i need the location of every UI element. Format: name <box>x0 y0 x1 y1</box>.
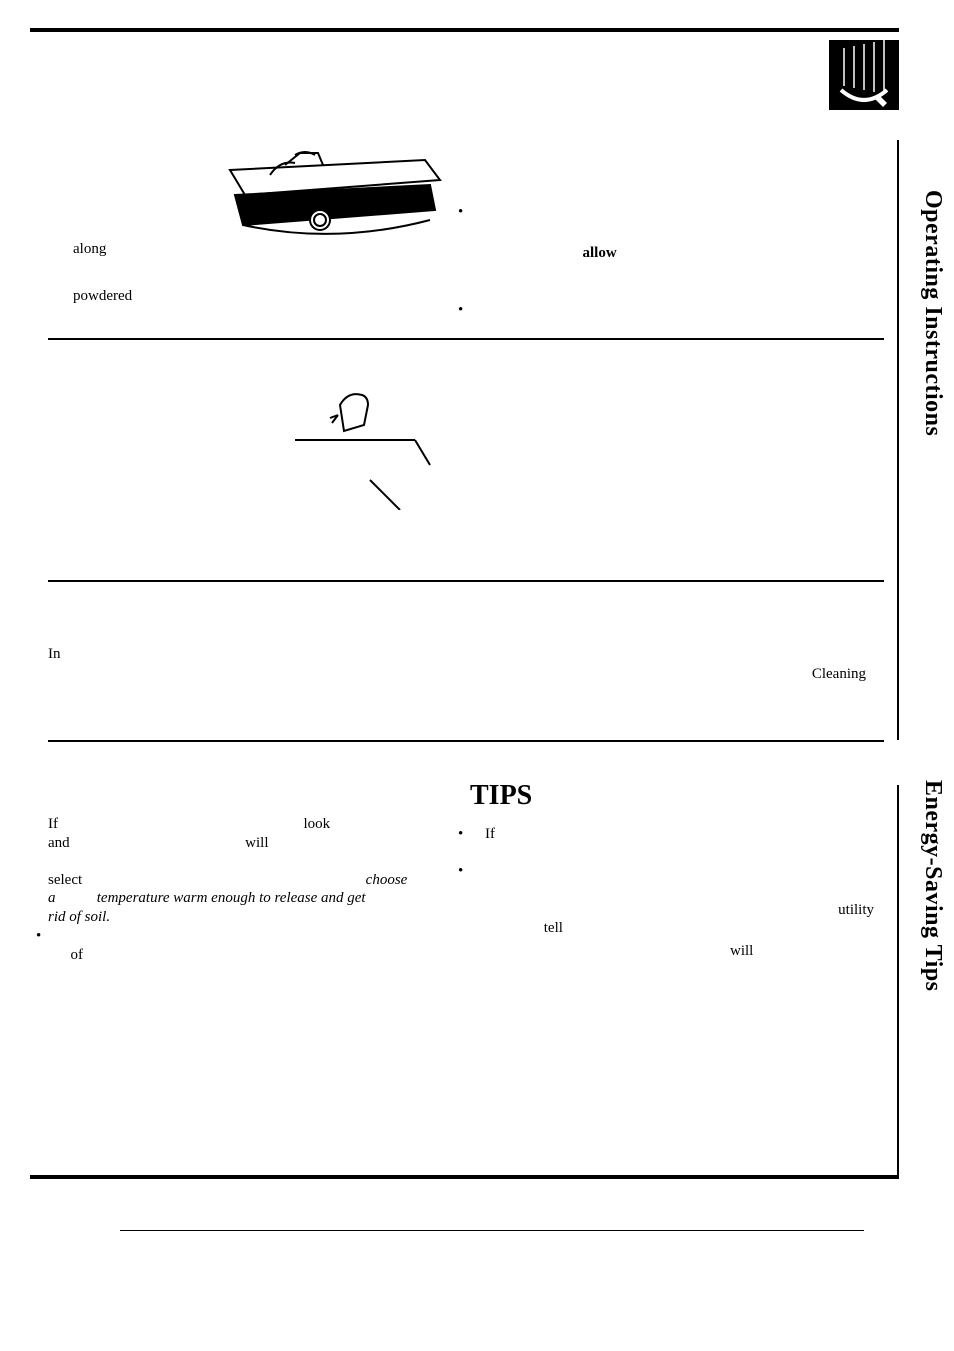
tips-line5: rid of soil. <box>48 908 458 927</box>
tips-heading: TIPS <box>470 780 532 812</box>
section-rule-2 <box>48 580 884 582</box>
brand-corner-icon <box>829 40 899 110</box>
fragment-cleaning: Cleaning <box>812 666 866 682</box>
side-tab-operating: Operating Instructions <box>919 190 946 436</box>
fragment-in: In <box>48 645 448 664</box>
tips-left-bullet: • <box>48 927 458 946</box>
tips-line1: If look <box>48 815 458 834</box>
fragment-ital-phrase: temperature warm enough to release and g… <box>97 890 366 906</box>
tips-right-col: •If • utility tell will <box>470 825 880 961</box>
fragment-of: of <box>71 947 84 963</box>
sec3-right-col: Cleaning <box>470 605 870 684</box>
fragment-choose: choose <box>366 872 408 888</box>
fragment-tell: tell <box>544 920 563 936</box>
top-rule <box>30 28 899 32</box>
fragment-and: and <box>48 835 70 851</box>
bullet-dot-icon: • <box>472 825 486 844</box>
tips-left-col: If look and will select choose a tempera… <box>48 815 458 964</box>
fragment-allow: allow <box>583 245 617 261</box>
fragment-if-left: If <box>48 816 58 832</box>
tips-right-bullet2: • <box>470 862 880 881</box>
fragment-along: along <box>73 240 218 259</box>
illustration-pour-powder <box>225 150 445 270</box>
tips-line3: select choose <box>48 871 458 890</box>
bullet-dot-icon: • <box>50 927 64 946</box>
fragment-if-right: If <box>485 826 495 842</box>
fragment-will-right: will <box>730 943 753 959</box>
fragment-ital-phrase2: rid of soil. <box>48 909 110 925</box>
page-root: Operating Instructions Energy-Saving Tip… <box>0 0 954 1351</box>
footer-rule <box>120 1230 864 1231</box>
sec1-left-fragments: along powdered <box>48 240 218 306</box>
fragment-select: select <box>48 872 82 888</box>
sec1-bullet-1: • <box>470 203 870 222</box>
side-rule-upper <box>897 140 899 740</box>
section-rule-1 <box>48 338 884 340</box>
tips-line6: of <box>48 946 458 965</box>
tips-right-tell-line: tell <box>470 919 880 938</box>
side-rule-lower <box>897 785 899 1175</box>
sec1-right-col: • allow • <box>470 155 870 319</box>
bullet-dot-icon: • <box>472 301 486 320</box>
bullet-dot-icon: • <box>472 203 486 222</box>
sec1-allow-line: allow <box>470 244 870 263</box>
tips-right-bullet1: •If <box>470 825 880 844</box>
tips-line4: a temperature warm enough to release and… <box>48 889 458 908</box>
section-rule-3 <box>48 740 884 742</box>
fragment-powdered: powdered <box>73 287 218 306</box>
fragment-utility: utility <box>838 902 874 918</box>
sec1-bullet-2: • <box>470 301 870 320</box>
illustration-hand-lift <box>280 370 440 510</box>
fragment-will-left: will <box>245 835 268 851</box>
tips-right-utility-line: utility <box>470 901 880 920</box>
bottom-rule <box>30 1175 899 1179</box>
side-tab-energy: Energy-Saving Tips <box>919 780 946 992</box>
sec3-left-col: In <box>48 605 448 664</box>
fragment-a: a <box>48 890 56 906</box>
bullet-dot-icon: • <box>472 862 486 881</box>
tips-right-will-line: will <box>470 942 880 961</box>
tips-line2: and will <box>48 834 458 853</box>
fragment-look: look <box>304 816 331 832</box>
